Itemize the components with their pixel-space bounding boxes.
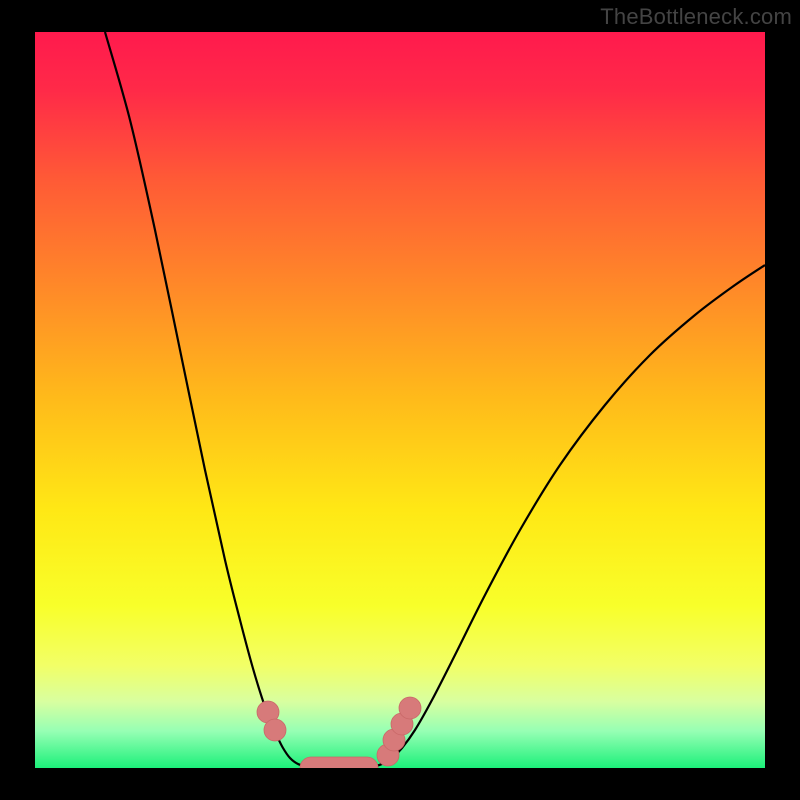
bottleneck-chart: [0, 0, 800, 800]
gradient-plot-area: [35, 32, 765, 768]
chart-root: TheBottleneck.com: [0, 0, 800, 800]
watermark-text: TheBottleneck.com: [600, 4, 792, 30]
marker-dot: [399, 697, 421, 719]
marker-dot: [264, 719, 286, 741]
